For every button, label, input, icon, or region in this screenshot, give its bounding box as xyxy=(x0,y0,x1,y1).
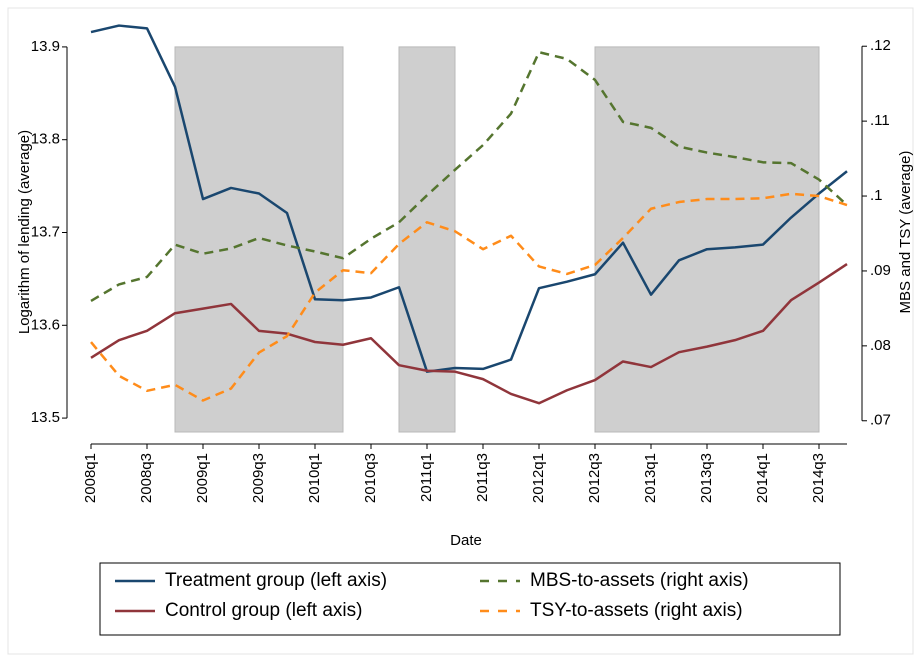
y2-tick-label: .07 xyxy=(870,412,891,429)
y2-tick-label: .09 xyxy=(870,262,891,279)
y-tick-label: 13.8 xyxy=(31,131,60,148)
series-line xyxy=(90,24,848,373)
y-axis-title: Logarithm of lending (average) xyxy=(16,130,33,334)
legend-box xyxy=(99,562,841,636)
legend-label: MBS-to-assets (right axis) xyxy=(530,570,749,591)
y2-tick-label: .11 xyxy=(870,112,890,129)
x-tick-label: 2009q1 xyxy=(194,453,211,503)
x-tick-label: 2013q3 xyxy=(698,453,715,503)
x-tick-label: 2009q3 xyxy=(250,453,267,503)
x-tick-label: 2011q1 xyxy=(418,453,435,502)
legend-label: Control group (left axis) xyxy=(165,600,362,621)
x-tick-label: 2010q3 xyxy=(362,453,379,503)
series-line xyxy=(90,263,848,405)
y2-axis-title: MBS and TSY (average) xyxy=(897,151,914,314)
x-tick-label: 2008q3 xyxy=(138,453,155,503)
y-tick-label: 13.7 xyxy=(31,223,60,240)
y-tick-label: 13.5 xyxy=(31,409,60,426)
x-tick-label: 2012q1 xyxy=(530,453,547,503)
y2-tick-label: .1 xyxy=(870,187,883,204)
x-tick-label: 2012q3 xyxy=(586,453,603,503)
x-tick-label: 2008q1 xyxy=(82,453,99,503)
x-axis-title: Date xyxy=(450,532,482,549)
shaded-period xyxy=(398,46,456,433)
x-tick-label: 2013q1 xyxy=(642,453,659,503)
shaded-period xyxy=(174,46,344,433)
y-tick-label: 13.9 xyxy=(31,38,60,55)
x-tick-label: 2011q3 xyxy=(474,453,491,502)
y-tick-label: 13.6 xyxy=(31,316,60,333)
legend-label: Treatment group (left axis) xyxy=(165,570,387,591)
x-tick-label: 2014q3 xyxy=(810,453,827,503)
series-line xyxy=(90,192,848,402)
shaded-period xyxy=(594,46,820,433)
x-tick-label: 2014q1 xyxy=(754,453,771,503)
series-line xyxy=(90,50,848,302)
x-tick-label: 2010q1 xyxy=(306,453,323,503)
y2-tick-label: .12 xyxy=(870,37,891,54)
legend-label: TSY-to-assets (right axis) xyxy=(530,600,743,621)
y2-tick-label: .08 xyxy=(870,337,891,354)
